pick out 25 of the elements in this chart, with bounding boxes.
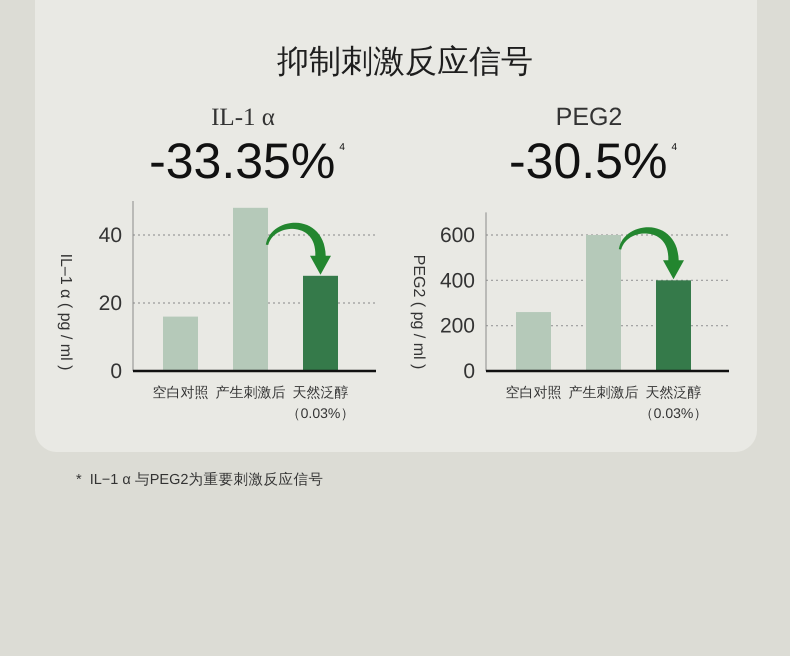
- x-tick-label: 空白对照: [152, 384, 208, 400]
- chart-title: IL-1 α: [211, 104, 275, 131]
- text: 抑制刺激反应信号: [277, 43, 533, 79]
- y-axis-title: IL–1 α ( pg / ml ): [57, 254, 74, 370]
- x-tick-label: 天然泛醇（0.03%）: [640, 384, 708, 421]
- x-tick-label: 空白对照: [506, 384, 562, 400]
- y-axis-title: PEG2 ( pg / ml ): [410, 254, 427, 370]
- y-tick-label: 0: [110, 360, 122, 383]
- text: * IL−1 α 与PEG2为重要刺激反应信号: [76, 471, 324, 488]
- y-tick-label: 40: [98, 224, 122, 247]
- bar: [516, 312, 551, 371]
- chart-subtitle: -33.35%$^{4}$: [149, 133, 346, 189]
- x-tick-label: 天然泛醇（0.03%）: [286, 384, 354, 421]
- y-tick-label: 20: [98, 292, 122, 315]
- y-tick-label: 600: [440, 224, 475, 247]
- bar: [233, 208, 268, 371]
- y-tick-label: 0: [463, 360, 475, 383]
- y-tick-label: 400: [440, 269, 475, 292]
- bar: [586, 235, 621, 371]
- x-tick-label: 产生刺激后: [216, 384, 286, 400]
- y-tick-label: 200: [440, 314, 475, 338]
- chart-subtitle: -30.5%$^{4}$: [509, 133, 678, 189]
- chart-title: PEG2: [556, 103, 622, 131]
- bar: [163, 316, 198, 371]
- x-tick-label: 产生刺激后: [568, 384, 638, 400]
